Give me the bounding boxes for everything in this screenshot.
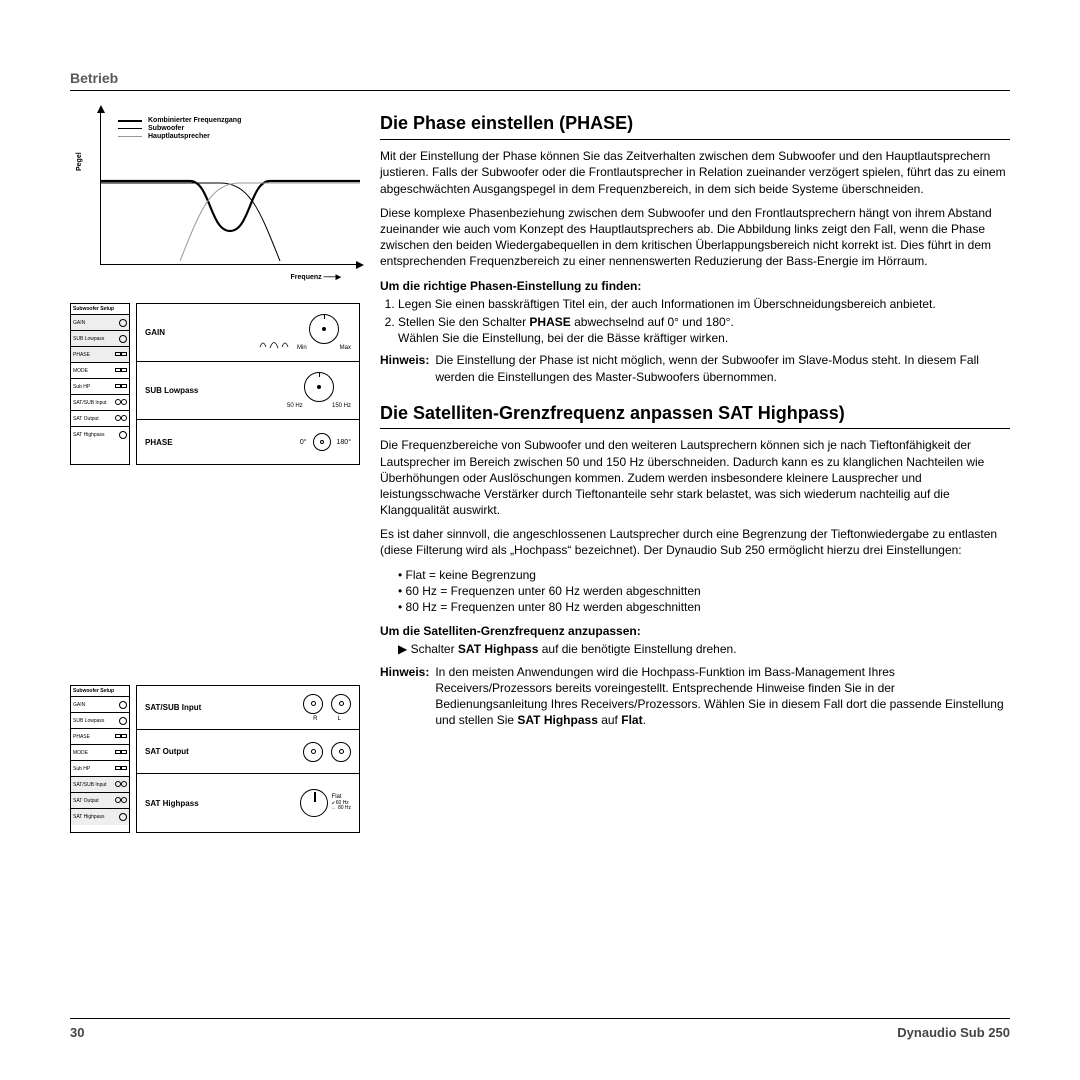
running-header: Betrieb — [70, 70, 1010, 91]
graph-y-axis-label: Pegel — [76, 152, 83, 171]
section1-p1: Mit der Einstellung der Phase können Sie… — [380, 148, 1010, 197]
step-2: Stellen Sie den Schalter PHASE abwechsel… — [398, 314, 1010, 346]
page-number: 30 — [70, 1025, 84, 1040]
rca-jack-icon — [331, 694, 351, 714]
phase-label: PHASE — [145, 438, 173, 447]
figures-column: Pegel Frequenz ——▶ Kombinierter Frequenz… — [70, 111, 360, 853]
detail-phase-box: GAIN MinMax SUB Lowpass — [136, 303, 360, 465]
section1-subheading: Um die richtige Phasen-Einstellung zu fi… — [380, 278, 1010, 294]
phase-switch — [313, 433, 331, 451]
rca-jack-icon — [303, 742, 323, 762]
section2-p1: Die Frequenzbereiche von Subwoofer und d… — [380, 437, 1010, 518]
bullet-flat: Flat = keine Begrenzung — [398, 567, 1010, 583]
graph-x-axis-label: Frequenz ——▶ — [291, 273, 340, 281]
section2-subheading: Um die Satelliten-Grenzfrequenz anzupass… — [380, 623, 1010, 639]
section2-note: Hinweis: In den meisten Anwendungen wird… — [380, 664, 1010, 729]
figure-panel-sathighpass: Subwoofer Setup GAIN SUB Lowpass PHASE M… — [70, 685, 360, 833]
highpass-rotary-switch — [300, 789, 328, 817]
section1-note: Hinweis: Die Einstellung der Phase ist n… — [380, 352, 1010, 384]
body-text-column: Die Phase einstellen (PHASE) Mit der Ein… — [380, 111, 1010, 853]
section2-p2: Es ist daher sinnvoll, die angeschlossen… — [380, 526, 1010, 558]
section2-title: Die Satelliten-Grenzfrequenz anpassen SA… — [380, 403, 1010, 430]
section1-steps: Legen Sie einen basskräftigen Titel ein,… — [398, 296, 1010, 347]
gain-label: GAIN — [145, 328, 165, 337]
step-1: Legen Sie einen basskräftigen Titel ein,… — [398, 296, 1010, 312]
section2-action: Schalter SAT Highpass auf die benötigte … — [380, 641, 1010, 657]
section1-title: Die Phase einstellen (PHASE) — [380, 111, 1010, 140]
bullet-80hz: 80 Hz = Frequenzen unter 80 Hz werden ab… — [398, 599, 1010, 615]
action-item: Schalter SAT Highpass auf die benötigte … — [398, 641, 1010, 657]
mini-overview-box: Subwoofer Setup GAIN SUB Lowpass PHASE M… — [70, 303, 130, 465]
gain-knob — [309, 314, 339, 344]
wave-icon — [259, 337, 289, 351]
mini-overview-box-2: Subwoofer Setup GAIN SUB Lowpass PHASE M… — [70, 685, 130, 833]
sat-highpass-label: SAT Highpass — [145, 799, 199, 808]
rca-jack-icon — [303, 694, 323, 714]
figure-panel-phase: Subwoofer Setup GAIN SUB Lowpass PHASE M… — [70, 303, 360, 465]
satsub-input-label: SAT/SUB Input — [145, 703, 201, 712]
sat-output-label: SAT Output — [145, 747, 189, 756]
lowpass-label: SUB Lowpass — [145, 386, 198, 395]
product-name: Dynaudio Sub 250 — [897, 1025, 1010, 1040]
section1-p2: Diese komplexe Phasenbeziehung zwischen … — [380, 205, 1010, 270]
page-footer: 30 Dynaudio Sub 250 — [70, 1018, 1010, 1040]
rca-jack-icon — [331, 742, 351, 762]
lowpass-knob — [304, 372, 334, 402]
detail-sathp-box: SAT/SUB Input RL SAT Output — [136, 685, 360, 833]
bullet-60hz: 60 Hz = Frequenzen unter 60 Hz werden ab… — [398, 583, 1010, 599]
figure-frequency-response: Pegel Frequenz ——▶ Kombinierter Frequenz… — [70, 111, 360, 281]
section2-bullets: Flat = keine Begrenzung 60 Hz = Frequenz… — [380, 567, 1010, 616]
